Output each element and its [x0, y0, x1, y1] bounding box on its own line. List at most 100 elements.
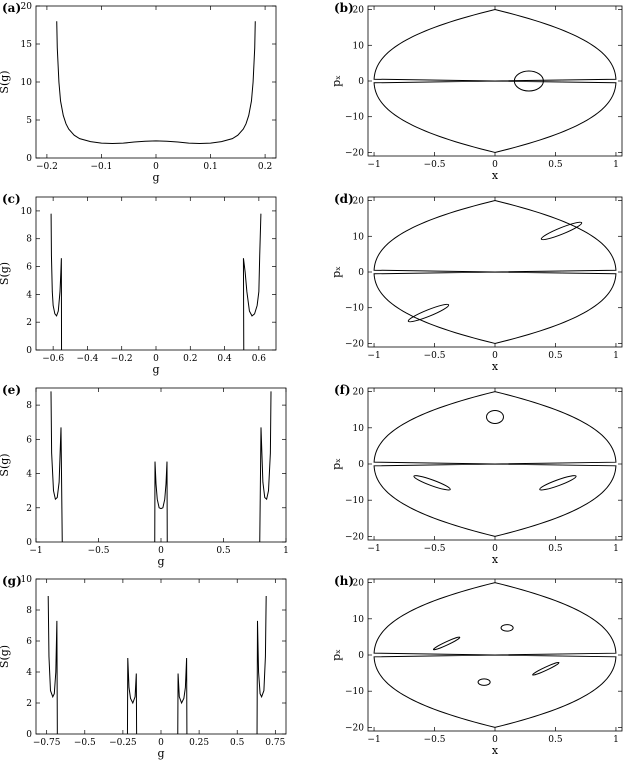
y-tick-label: 10: [353, 232, 365, 242]
x-tick-label: −0.5: [424, 735, 446, 745]
x-tick-label: −0.75: [33, 738, 61, 748]
island-orbit: [432, 636, 461, 651]
y-tick-label: 6: [26, 263, 32, 273]
x-tick-label: −0.5: [88, 546, 110, 556]
x-tick-label: 0: [492, 735, 498, 745]
data-curve: [242, 213, 262, 351]
y-tick-label: 0: [26, 346, 32, 356]
panel-d: (d) −1 −0.5 0 0.5 1 −20 −10 0 10 20 x pₓ: [330, 192, 623, 373]
y-tick-label: 10: [353, 41, 365, 51]
x-tick-label: 0.5: [548, 160, 563, 170]
x-tick-label: −0.5: [424, 160, 446, 170]
y-tick-label: 10: [353, 615, 365, 625]
x-tick-label: 1: [283, 546, 289, 556]
panel-label: (g): [2, 574, 22, 588]
x-tick-label: 0: [492, 351, 498, 361]
data-curve: [126, 658, 138, 735]
panel-label: (h): [334, 574, 354, 588]
x-tick-label: 1: [613, 544, 619, 554]
x-tick-label: 0: [158, 546, 164, 556]
panel-c: (c) −0.6 −0.4 −0.2 0 0.2 0.4 0.6 0 2 4 6 8 10 g S(g): [0, 192, 277, 376]
panel-label: (f): [334, 383, 351, 397]
island-orbit: [513, 70, 544, 92]
y-tick-label: 6: [26, 637, 32, 647]
x-tick-label: 1: [613, 351, 619, 361]
y-axis-label: S(g): [0, 70, 11, 93]
y-tick-label: 0: [26, 538, 32, 548]
x-tick-label: 0.5: [216, 546, 231, 556]
y-tick-label: 20: [353, 6, 365, 16]
panel-b: (b) −1 −0.5 0 0.5 1 −20 −10 0 10 20 x pₓ: [330, 1, 623, 182]
y-tick-label: 20: [353, 388, 365, 398]
x-axis-label: g: [152, 363, 159, 376]
data-curve: [256, 596, 267, 735]
y-tick-label: −10: [345, 113, 364, 123]
panel-label: (b): [334, 1, 354, 15]
x-tick-label: −0.6: [42, 354, 64, 364]
island-orbit: [486, 409, 504, 424]
y-axis-label: pₓ: [330, 75, 343, 87]
x-tick-label: −0.4: [76, 354, 98, 364]
y-tick-label: −10: [345, 496, 364, 506]
panel-f: (f) −1 −0.5 0 0.5 1 −20 −10 0 10 20 x pₓ: [330, 383, 623, 566]
island-orbit: [539, 475, 577, 491]
y-tick-label: 4: [26, 470, 32, 480]
y-tick-label: −20: [345, 532, 364, 542]
y-tick-label: 10: [353, 424, 365, 434]
y-tick-label: −20: [345, 148, 364, 158]
x-tick-label: 0: [158, 738, 164, 748]
island-orbit: [413, 475, 451, 491]
island-orbit: [500, 624, 514, 632]
y-axis-label: pₓ: [330, 649, 343, 661]
y-tick-label: 0: [358, 651, 364, 661]
y-tick-label: 0: [358, 77, 364, 87]
x-tick-label: 0.5: [548, 735, 563, 745]
island-orbit: [540, 221, 583, 241]
y-tick-label: 10: [21, 78, 33, 88]
panel-label: (d): [334, 192, 354, 206]
y-tick-label: −10: [345, 304, 364, 314]
panel-h: (h) −1 −0.5 0 0.5 1 −20 −10 0 10 20 x pₓ: [330, 574, 623, 757]
y-tick-label: 4: [26, 290, 32, 300]
island-orbit: [532, 661, 560, 676]
island-orbit: [407, 303, 450, 323]
data-curve: [154, 461, 168, 543]
y-axis-label: S(g): [0, 262, 11, 285]
data-curve: [47, 596, 58, 735]
x-axis-label: x: [492, 553, 499, 566]
x-tick-label: 0.5: [230, 738, 245, 748]
x-axis-label: g: [157, 747, 164, 760]
panel-g: (g) −0.75 −0.5 −0.25 0 0.25 0.5 0.75 0 2 4 6 8 10 g S(g…: [0, 574, 287, 760]
y-tick-label: 20: [353, 197, 365, 207]
y-axis-label: pₓ: [330, 458, 343, 470]
x-axis-label: x: [492, 360, 499, 373]
x-tick-label: 0: [492, 544, 498, 554]
y-tick-label: −20: [345, 723, 364, 733]
y-tick-label: 10: [21, 575, 33, 585]
y-axis-label: S(g): [0, 645, 11, 668]
y-tick-label: −10: [345, 687, 364, 697]
x-tick-label: 1: [613, 160, 619, 170]
x-tick-label: 0.4: [217, 354, 232, 364]
outer-orbit-curve: [373, 391, 617, 537]
panel-label: (e): [2, 383, 21, 397]
data-curve: [50, 391, 63, 543]
y-axis-label: S(g): [0, 453, 11, 476]
x-tick-label: −0.2: [111, 354, 133, 364]
x-tick-label: 0.1: [203, 162, 217, 172]
x-tick-label: −1: [367, 544, 380, 554]
y-tick-label: 0: [26, 730, 32, 740]
y-tick-label: 2: [26, 318, 32, 328]
data-curve: [56, 21, 256, 145]
data-curve: [259, 391, 272, 543]
y-tick-label: 8: [26, 235, 32, 245]
y-tick-label: 6: [26, 435, 32, 445]
y-tick-label: 0: [26, 154, 32, 164]
x-tick-label: −1: [367, 160, 380, 170]
x-tick-label: −1: [367, 735, 380, 745]
x-tick-label: −0.25: [109, 738, 137, 748]
y-tick-label: 4: [26, 668, 32, 678]
x-tick-label: 0: [492, 160, 498, 170]
panel-a: (a) −0.2 −0.1 0 0.1 0.2 0 5 10 15 20 g S(g): [0, 1, 277, 184]
